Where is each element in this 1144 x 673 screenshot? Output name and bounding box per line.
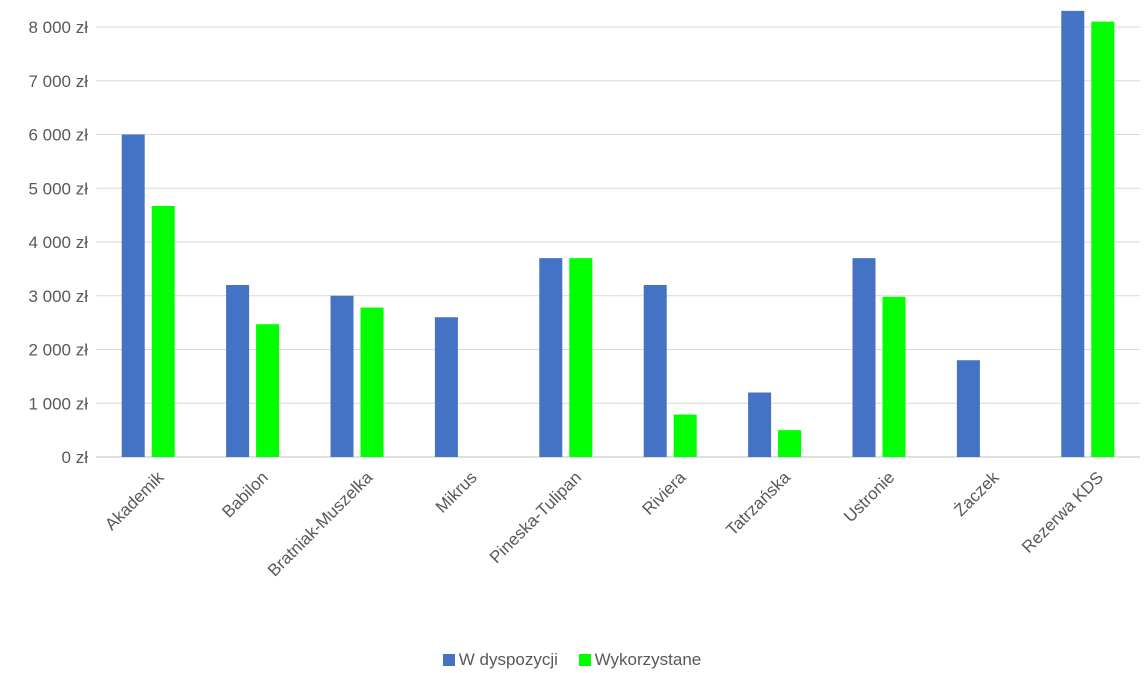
bar-available	[748, 392, 772, 457]
bar-available	[226, 285, 250, 457]
y-tick-label: 1 000 zł	[28, 394, 88, 413]
x-tick-label: Rezerwa KDS	[1018, 468, 1107, 557]
x-tick-label: Mikrus	[432, 468, 481, 517]
x-tick-label: Tatrzańska	[722, 467, 794, 539]
y-tick-label: 5 000 zł	[28, 179, 88, 198]
bar-used	[673, 414, 697, 457]
y-tick-label: 4 000 zł	[28, 233, 88, 252]
legend-label-available: W dyspozycji	[458, 650, 558, 669]
bar-available	[852, 258, 876, 457]
y-axis-tick-labels: 0 zł 1 000 zł 2 000 zł 3 000 zł 4 000 zł 5 00…	[28, 18, 88, 467]
legend: W dyspozycji Wykorzystane	[0, 650, 1144, 671]
bar-used	[256, 324, 280, 457]
bar-available	[956, 360, 980, 457]
legend-swatch-available	[442, 654, 455, 666]
legend-label-used: Wykorzystane	[594, 650, 702, 669]
y-tick-label: 8 000 zł	[28, 18, 88, 37]
y-tick-label: 0 zł	[62, 448, 89, 467]
bar-available	[121, 134, 145, 457]
legend-item-used: Wykorzystane	[578, 650, 702, 670]
bar-used	[151, 205, 175, 457]
bar-available	[1061, 10, 1085, 457]
x-tick-label: Akademik	[101, 468, 168, 535]
x-tick-label: Riviera	[639, 467, 690, 518]
x-tick-label: Babilon	[218, 468, 272, 522]
bar-available	[330, 295, 354, 457]
legend-item-available: W dyspozycji	[442, 650, 558, 670]
y-tick-label: 3 000 zł	[28, 287, 88, 306]
x-tick-label: Bratniak-Muszelka	[264, 467, 377, 580]
bar-available	[539, 258, 563, 457]
legend-swatch-used	[578, 654, 591, 666]
bar-available	[643, 285, 667, 457]
bars	[121, 10, 1115, 457]
y-tick-label: 2 000 zł	[28, 341, 88, 360]
gridlines	[96, 26, 1140, 458]
bar-used	[778, 430, 802, 457]
bar-used	[569, 258, 593, 457]
bar-used	[882, 296, 906, 457]
x-tick-label: Pineska-Tulipan	[486, 468, 585, 567]
x-tick-label: Żaczek	[951, 468, 1004, 521]
bar-used	[360, 307, 384, 457]
y-tick-label: 6 000 zł	[28, 126, 88, 145]
bar-used	[1091, 21, 1115, 457]
x-tick-label: Ustronie	[840, 468, 898, 526]
y-tick-label: 7 000 zł	[28, 72, 88, 91]
bar-available	[434, 317, 458, 457]
